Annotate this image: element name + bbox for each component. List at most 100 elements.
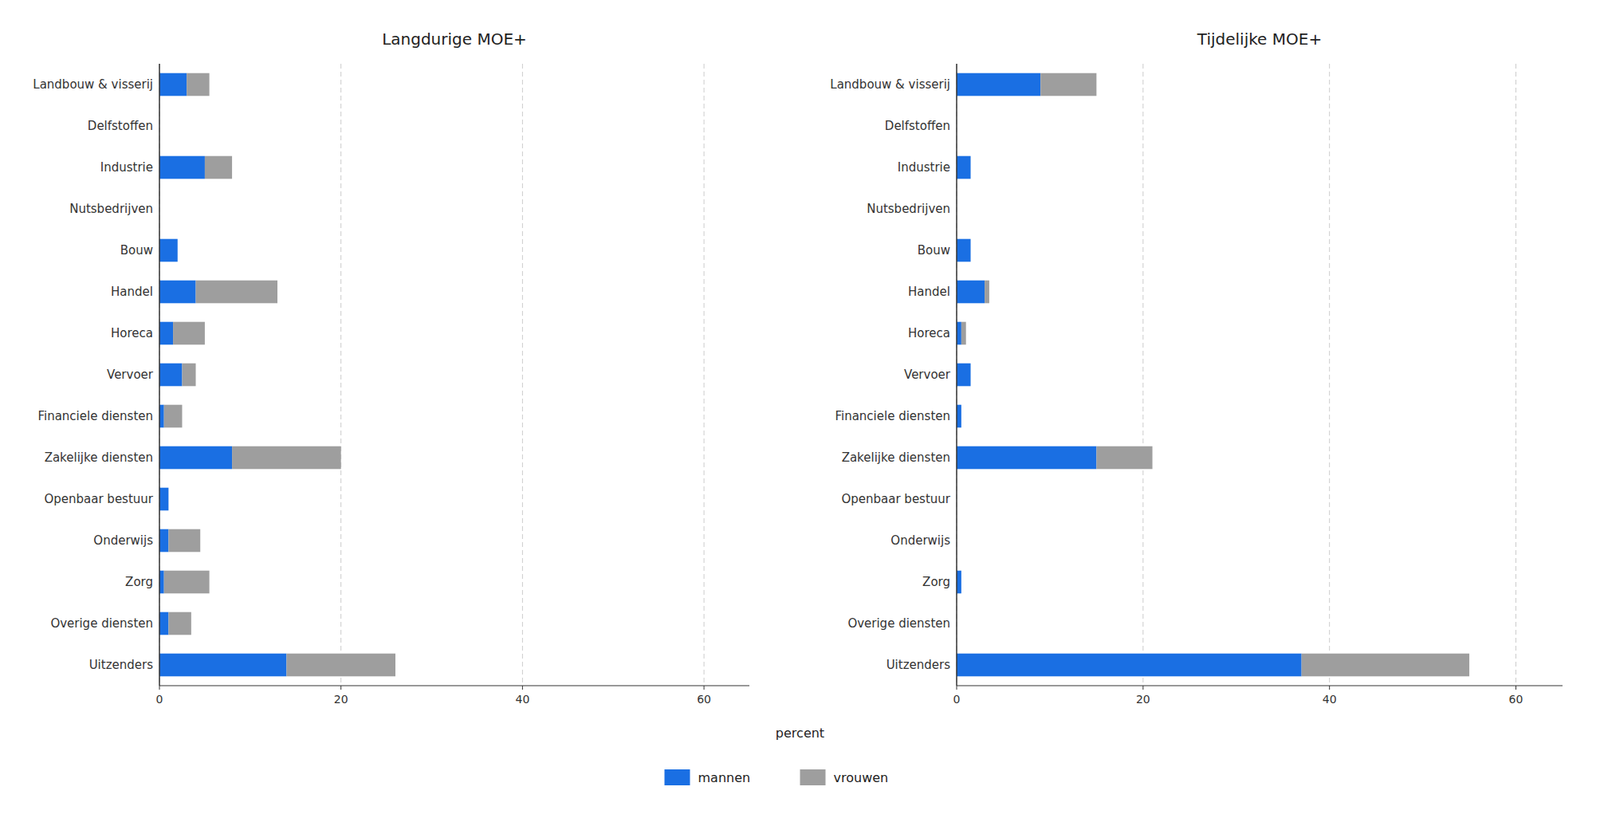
category-label: Onderwijs xyxy=(890,533,951,548)
x-tick xyxy=(340,685,342,690)
bar-segment xyxy=(159,363,182,387)
category-label: Zakelijke diensten xyxy=(44,450,154,465)
category-label: Landbouw & visserij xyxy=(32,77,154,92)
bar-segment xyxy=(956,239,972,263)
bar-segment xyxy=(970,363,972,387)
chart-title: Tijdelijke MOE+ xyxy=(1196,29,1322,49)
x-axis-line xyxy=(956,685,1563,687)
chart-title: Langdurige MOE+ xyxy=(381,29,527,49)
grid-line xyxy=(956,63,958,686)
bars xyxy=(159,73,396,677)
category-label: Zorg xyxy=(125,574,154,590)
category-label: Horeca xyxy=(110,326,154,341)
x-tick xyxy=(1515,685,1517,690)
category-label: Industrie xyxy=(897,160,951,175)
bar-segment xyxy=(159,487,169,512)
bar-segment xyxy=(181,363,196,387)
grid-line xyxy=(1328,63,1330,686)
bar-segment xyxy=(956,570,962,594)
chart-canvas: Langdurige MOE+ Landbouw & visserij Delfst… xyxy=(0,0,1600,822)
bar-segment xyxy=(960,570,962,594)
x-tick xyxy=(703,685,705,690)
x-tick-label: 60 xyxy=(696,692,712,706)
category-label: Onderwijs xyxy=(93,533,154,548)
bar-segment xyxy=(286,653,396,677)
bar-segment xyxy=(956,653,1302,677)
x-tick xyxy=(1142,685,1144,690)
category-label: Uitzenders xyxy=(89,657,154,673)
bar-segment xyxy=(961,322,967,346)
grid-line xyxy=(159,63,161,686)
bar-segment xyxy=(164,570,210,594)
legend-swatch xyxy=(664,769,691,786)
grid-line xyxy=(703,63,705,686)
category-label: Vervoer xyxy=(904,367,952,382)
bar-segment xyxy=(159,529,169,553)
x-tick xyxy=(159,685,161,690)
bar-segment xyxy=(956,73,1041,97)
bar-segment xyxy=(956,322,962,346)
bar-segment xyxy=(956,404,962,429)
category-label: Nutsbedrijven xyxy=(69,201,154,217)
bar-segment xyxy=(970,156,972,180)
legend-swatch xyxy=(800,769,826,786)
grid-line xyxy=(340,63,342,686)
bar-segment xyxy=(970,239,972,263)
category-label: Financiele diensten xyxy=(834,408,951,424)
bar-segment xyxy=(159,239,178,263)
category-label: Handel xyxy=(908,284,951,299)
x-tick-label: 20 xyxy=(334,692,349,706)
bar-segment xyxy=(956,446,1097,470)
bar-segment xyxy=(172,322,205,346)
x-tick-label: 0 xyxy=(953,692,961,706)
category-label: Delfstoffen xyxy=(87,118,154,134)
category-label: Uitzenders xyxy=(886,657,952,673)
category-label: Openbaar bestuur xyxy=(43,491,154,507)
category-label: Overige diensten xyxy=(847,616,951,631)
bar-segment xyxy=(159,280,197,304)
legend-label: mannen xyxy=(698,770,751,786)
bar-segment xyxy=(159,404,165,429)
bar-segment xyxy=(231,446,342,470)
bar-segment xyxy=(984,280,990,304)
grid-line xyxy=(522,63,523,686)
category-label: Overige diensten xyxy=(50,616,154,631)
category-label: Industrie xyxy=(100,160,154,175)
x-axis-line xyxy=(159,685,750,687)
bars xyxy=(956,73,1470,677)
bar-segment xyxy=(159,612,169,636)
x-tick-label: 40 xyxy=(514,692,530,706)
category-label: Financiele diensten xyxy=(37,408,154,424)
bar-segment xyxy=(164,404,183,429)
grid-line xyxy=(1515,63,1517,686)
bar-segment xyxy=(196,280,278,304)
x-axis-label: percent xyxy=(775,725,825,741)
bar-segment xyxy=(159,156,205,180)
bar-segment xyxy=(1301,653,1470,677)
bar-segment xyxy=(186,73,209,97)
y-axis-line xyxy=(158,63,161,686)
x-tick-label: 0 xyxy=(156,692,164,706)
x-tick-label: 40 xyxy=(1322,692,1337,706)
bar-segment xyxy=(159,446,232,470)
bar-segment xyxy=(159,653,287,677)
grid-line xyxy=(1142,63,1144,686)
legend: mannen vrouwen xyxy=(664,769,889,786)
bar-segment xyxy=(168,487,170,512)
x-tick-label: 20 xyxy=(1136,692,1151,706)
x-tick xyxy=(956,685,958,690)
bar-segment xyxy=(159,322,173,346)
x-tick xyxy=(522,685,523,690)
x-tick xyxy=(1328,685,1330,690)
bar-segment xyxy=(159,73,187,97)
category-label: Horeca xyxy=(908,326,951,341)
bar-segment xyxy=(176,239,178,263)
bar-segment xyxy=(1040,73,1097,97)
category-label: Landbouw & visserij xyxy=(829,77,951,92)
bar-segment xyxy=(1096,446,1152,470)
category-label: Openbaar bestuur xyxy=(841,491,951,507)
legend-label: vrouwen xyxy=(833,770,889,786)
panel: Langdurige MOE+ Landbouw & visserij Delfst… xyxy=(32,29,750,706)
bar-segment xyxy=(956,156,972,180)
category-label: Delfstoffen xyxy=(884,118,951,134)
